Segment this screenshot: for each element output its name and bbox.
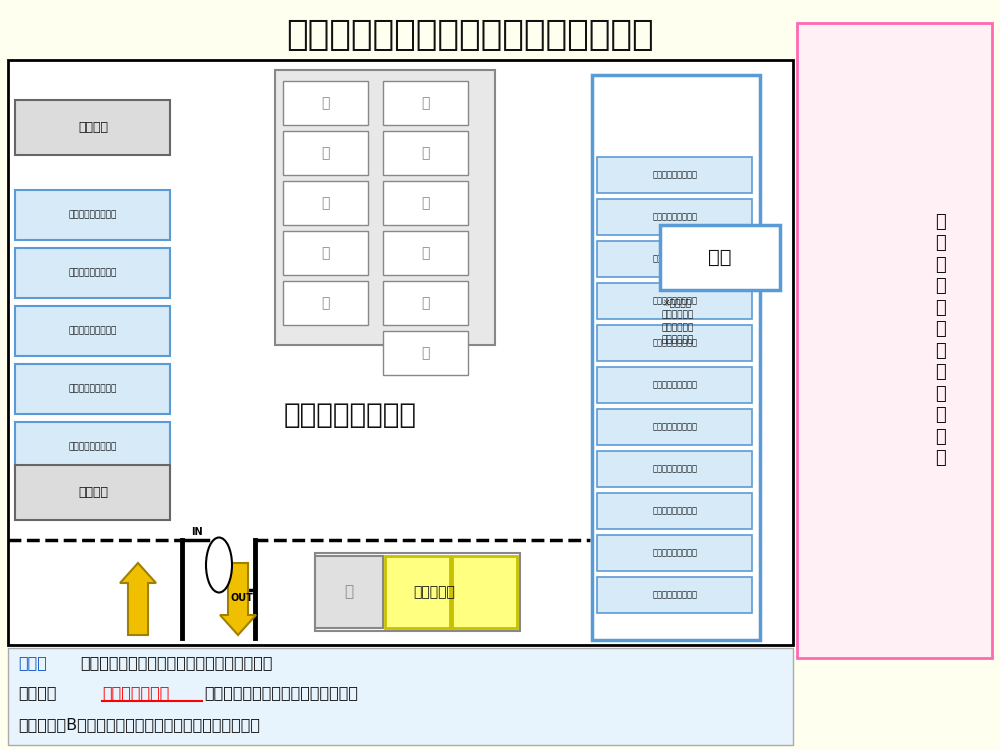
Text: Ｂ: Ｂ xyxy=(421,96,430,110)
FancyBboxPatch shape xyxy=(383,131,468,175)
FancyBboxPatch shape xyxy=(660,225,780,290)
FancyArrow shape xyxy=(120,563,156,635)
Text: Ｂ: Ｂ xyxy=(321,296,330,310)
FancyBboxPatch shape xyxy=(597,493,752,529)
Text: エンゼルクリニック: エンゼルクリニック xyxy=(652,254,698,263)
Text: タイムズ駐車場内: タイムズ駐車場内 xyxy=(284,401,416,429)
FancyBboxPatch shape xyxy=(597,409,752,445)
FancyBboxPatch shape xyxy=(15,248,170,298)
FancyBboxPatch shape xyxy=(383,81,468,125)
FancyBboxPatch shape xyxy=(597,283,752,319)
FancyBboxPatch shape xyxy=(275,70,495,345)
Text: 発行されずに、: 発行されずに、 xyxy=(102,686,169,700)
Text: エンゼルクリニック: エンゼルクリニック xyxy=(652,296,698,305)
FancyBboxPatch shape xyxy=(283,81,368,125)
Text: 月極専用: 月極専用 xyxy=(78,486,108,499)
Text: そのまま駐車することが出来ます。: そのまま駐車することが出来ます。 xyxy=(204,686,358,700)
FancyBboxPatch shape xyxy=(597,241,752,277)
FancyBboxPatch shape xyxy=(283,281,368,325)
Text: エンゼルクリニック: エンゼルクリニック xyxy=(69,385,117,394)
FancyBboxPatch shape xyxy=(597,325,752,361)
FancyBboxPatch shape xyxy=(15,364,170,414)
Text: エンゼルクリニック: エンゼルクリニック xyxy=(652,506,698,515)
Text: エンゼルクリニック第二駐車場案内図: エンゼルクリニック第二駐車場案内図 xyxy=(286,18,654,52)
FancyBboxPatch shape xyxy=(383,181,468,225)
FancyBboxPatch shape xyxy=(15,190,170,240)
Text: エンゼルクリニック: エンゼルクリニック xyxy=(652,548,698,557)
Text: Ｂ: Ｂ xyxy=(321,96,330,110)
Text: Ｂ: Ｂ xyxy=(421,296,430,310)
Text: ※歩道から
エンゼルクリ
ニック敷地内
に入れます。: ※歩道から エンゼルクリ ニック敷地内 に入れます。 xyxy=(662,298,694,344)
FancyBboxPatch shape xyxy=(15,100,170,155)
Text: IN: IN xyxy=(191,527,203,537)
Text: エ
ン
ゼ
ル
ク
リ
ニ
ッ
ク
敷
地
内: エ ン ゼ ル ク リ ニ ッ ク 敷 地 内 xyxy=(935,213,945,467)
Text: エンゼルクリニック: エンゼルクリニック xyxy=(652,422,698,431)
FancyBboxPatch shape xyxy=(383,231,468,275)
Text: エンゼルクリニック: エンゼルクリニック xyxy=(69,268,117,278)
FancyBboxPatch shape xyxy=(385,556,450,628)
FancyBboxPatch shape xyxy=(283,231,368,275)
Text: Ｂ: Ｂ xyxy=(421,146,430,160)
FancyBboxPatch shape xyxy=(8,648,793,745)
Ellipse shape xyxy=(206,538,232,592)
Text: エンゼルクリニック: エンゼルクリニック xyxy=(652,170,698,179)
FancyBboxPatch shape xyxy=(383,331,468,375)
FancyBboxPatch shape xyxy=(452,556,517,628)
FancyBboxPatch shape xyxy=(283,181,368,225)
Text: エンゼルクリニック: エンゼルクリニック xyxy=(652,590,698,599)
FancyBboxPatch shape xyxy=(8,60,793,645)
Text: エンゼルクリニック: エンゼルクリニック xyxy=(652,464,698,473)
FancyBboxPatch shape xyxy=(383,281,468,325)
FancyBboxPatch shape xyxy=(597,451,752,487)
FancyBboxPatch shape xyxy=(797,23,992,658)
FancyBboxPatch shape xyxy=(597,535,752,571)
FancyArrow shape xyxy=(220,563,256,635)
Text: エンゼルクリニック: エンゼルクリニック xyxy=(652,212,698,221)
Text: 駐車券は: 駐車券は xyxy=(18,686,56,700)
Text: Ｂ: Ｂ xyxy=(421,196,430,210)
FancyBboxPatch shape xyxy=(597,157,752,193)
Text: 歩道: 歩道 xyxy=(708,248,732,267)
Text: Ｂ: Ｂ xyxy=(321,146,330,160)
FancyBboxPatch shape xyxy=(597,367,752,403)
FancyBboxPatch shape xyxy=(283,131,368,175)
Text: がエンゼルクリニックの駐車場になります。: がエンゼルクリニックの駐車場になります。 xyxy=(80,656,272,670)
FancyBboxPatch shape xyxy=(15,422,170,472)
Text: Ｂ: Ｂ xyxy=(321,196,330,210)
Text: 月極専用: 月極専用 xyxy=(78,121,108,134)
Text: エンゼルクリニック: エンゼルクリニック xyxy=(69,211,117,220)
Text: エンゼルクリニック: エンゼルクリニック xyxy=(652,380,698,389)
Text: Ｂ: Ｂ xyxy=(421,246,430,260)
FancyBboxPatch shape xyxy=(597,577,752,613)
FancyBboxPatch shape xyxy=(15,306,170,356)
Text: エンゼルクリニック: エンゼルクリニック xyxy=(69,326,117,335)
Text: Ｂ: Ｂ xyxy=(321,246,330,260)
Text: タイムズのBの所には停めない様にお願いいたします。: タイムズのBの所には停めない様にお願いいたします。 xyxy=(18,718,260,733)
FancyBboxPatch shape xyxy=(315,556,383,628)
FancyBboxPatch shape xyxy=(15,465,170,520)
FancyBboxPatch shape xyxy=(597,199,752,235)
Text: カーシェア: カーシェア xyxy=(413,585,455,599)
Text: エンゼルクリニック: エンゼルクリニック xyxy=(69,442,117,452)
Text: 青枠内: 青枠内 xyxy=(18,656,47,670)
Text: エンゼルクリニック: エンゼルクリニック xyxy=(652,338,698,347)
Text: Ｂ: Ｂ xyxy=(421,346,430,360)
Text: Ｂ: Ｂ xyxy=(344,584,354,599)
Text: OUT: OUT xyxy=(231,593,253,603)
